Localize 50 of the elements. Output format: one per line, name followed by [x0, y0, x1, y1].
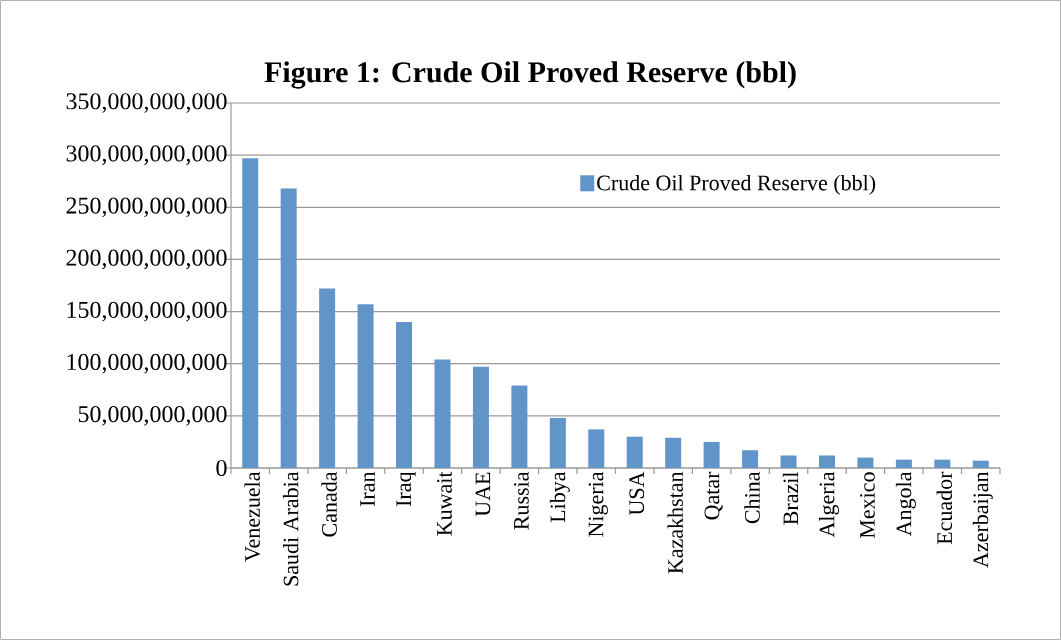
bar: [511, 385, 528, 468]
y-tick-label: 300,000,000,000: [66, 145, 227, 165]
bar: [434, 359, 451, 468]
legend-label: Crude Oil Proved Reserve (bbl): [597, 174, 876, 195]
x-tick-label: Kazakhstan: [667, 471, 683, 574]
y-tick-label: 250,000,000,000: [66, 197, 227, 218]
x-tick-label: Iran: [360, 471, 375, 507]
x-tick-label: China: [744, 471, 760, 524]
x-tick-label: Algeria: [818, 471, 839, 538]
y-tick-label: 150,000,000,000: [67, 301, 227, 322]
bar: [472, 366, 489, 468]
bar: [895, 459, 912, 468]
y-tick-label: 100,000,000,000: [67, 353, 227, 374]
y-tick-label: 50,000,000,000: [78, 406, 227, 426]
x-tick-label: Venezuela: [244, 471, 261, 562]
x-tick-label: Libya: [549, 471, 570, 523]
x-tick-label: USA: [629, 471, 645, 516]
bar: [665, 437, 682, 468]
bar: [626, 436, 643, 468]
bar: [588, 429, 605, 468]
bar: [934, 459, 951, 468]
bar: [357, 304, 374, 468]
bar: [857, 457, 874, 468]
bar: [396, 321, 413, 468]
bar: [319, 288, 336, 468]
bar: [780, 455, 797, 468]
bar: [703, 441, 720, 468]
x-tick-label: Iraq: [396, 471, 416, 507]
y-tick-label: 200,000,000,000: [66, 249, 227, 270]
y-tick-label: 0: [216, 459, 227, 477]
x-tick-label: Saudi Arabia: [282, 471, 299, 586]
chart-title: Figure 1: Crude Oil Proved Reserve (bbl): [264, 61, 796, 89]
x-tick-label: Mexico: [860, 472, 875, 539]
x-tick-label: Azerbaijan: [972, 471, 993, 568]
x-tick-label: Kuwait: [437, 471, 452, 536]
bar: [549, 417, 566, 468]
x-tick-label: Angola: [895, 471, 916, 537]
x-tick-label: Brazil: [782, 471, 799, 525]
bar: [280, 188, 297, 468]
bar: [818, 455, 835, 468]
x-tick-label: Canada: [321, 471, 337, 537]
bar: [972, 460, 989, 468]
x-tick-label: Russia: [513, 471, 529, 530]
bar: [242, 158, 259, 468]
x-tick-label: UAE: [475, 472, 491, 517]
x-tick-label: Qatar: [704, 471, 723, 520]
y-tick-label: 350,000,000,000: [66, 93, 227, 113]
bar: [742, 450, 759, 468]
x-tick-label: Nigeria: [588, 471, 608, 537]
x-tick-label: Ecuador: [936, 471, 953, 545]
